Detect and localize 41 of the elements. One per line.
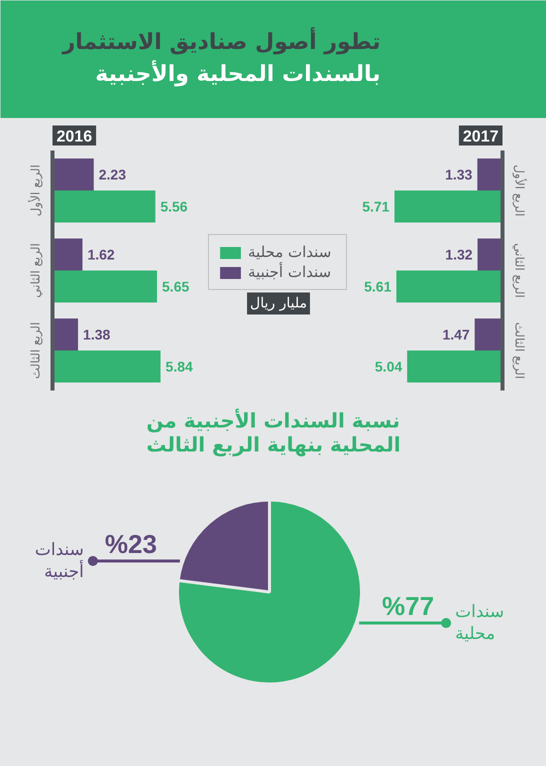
data-label: 5.65 [162,278,190,294]
y-tick-label: الربع الأول [512,164,528,216]
data-label: 1.47 [442,326,470,342]
slice-label: سندات أجنبية [34,540,84,582]
bar [52,190,156,222]
chart-title: نسبة السندات الأجنبية من المحلية بنهاية الربع الثالث [146,408,401,456]
bar [52,158,94,190]
chart-title: 2017 [462,128,499,146]
data-label: 5.56 [160,198,188,214]
bar [394,190,502,222]
data-label: %23 [104,528,157,559]
data-label: 5.61 [364,278,392,294]
data-label: 2.23 [98,166,126,182]
data-label: %77 [382,591,434,622]
bar [396,270,502,302]
bar [407,350,502,382]
y-tick-label: الربع الثاني [28,243,42,298]
data-label: 1.33 [445,166,473,182]
data-label: 5.84 [166,358,193,374]
text: تطور أصول صناديق الاستثمار بالسندات المحلية والأجنبية [62,27,381,87]
y-tick-label: الربع الثالث [512,322,526,379]
text: مليار ريال [250,296,307,312]
data-label: 5.71 [362,198,390,214]
y-tick-label: الربع الأول [28,164,42,216]
data-label: 1.32 [445,246,473,262]
bar [474,318,502,350]
chart-title: 2016 [56,128,92,146]
data-label: 5.04 [374,358,402,374]
bar [52,318,78,350]
bar [52,238,82,270]
data-label: 1.38 [83,326,110,342]
legend-label: سندات محلية [455,602,504,644]
bar [478,238,502,270]
bar [52,350,161,382]
y-tick-label: الربع الثاني [512,243,526,298]
bar [52,270,158,302]
y-tick-label: الربع الثالث [28,322,42,379]
data-label: 1.62 [87,246,115,262]
legend-label: سندات أجنبية [248,263,332,281]
legend-label: سندات محلية [248,243,332,261]
bar [477,158,502,190]
